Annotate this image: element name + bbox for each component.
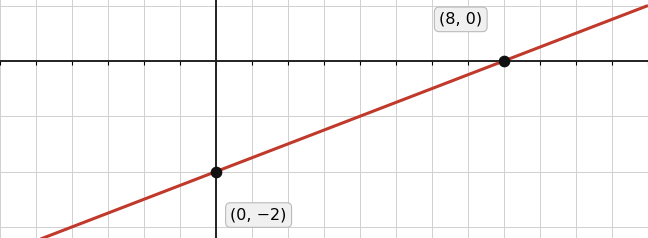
Text: (0, −2): (0, −2): [231, 208, 287, 223]
Point: [499, 59, 509, 63]
Point: [211, 170, 221, 174]
Text: (8, 0): (8, 0): [439, 12, 482, 27]
